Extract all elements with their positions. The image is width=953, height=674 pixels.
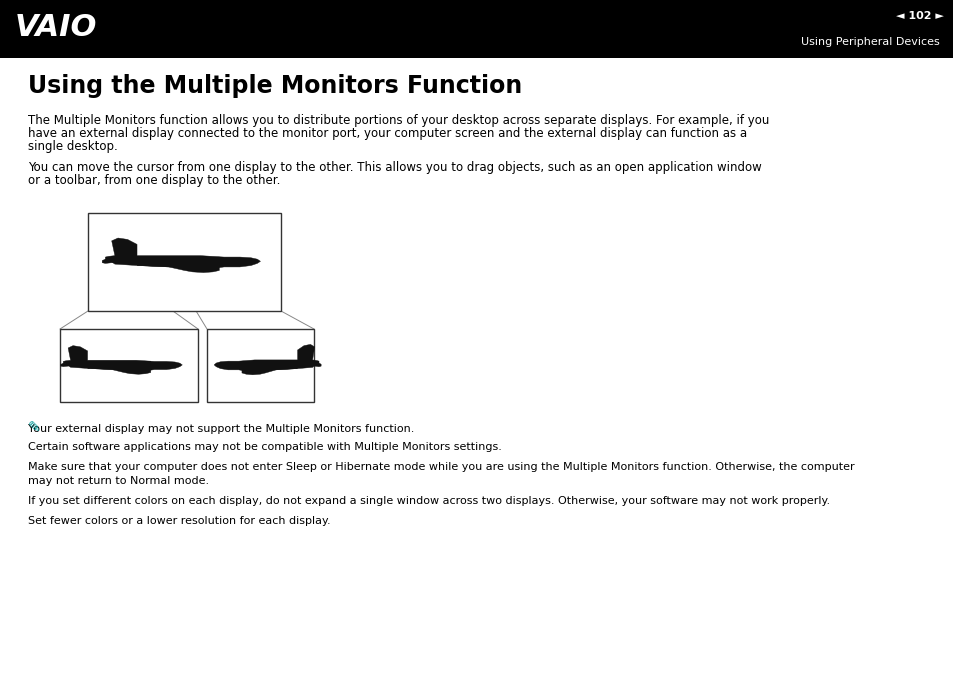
Text: Set fewer colors or a lower resolution for each display.: Set fewer colors or a lower resolution f… [28, 516, 331, 526]
Polygon shape [105, 238, 260, 272]
Polygon shape [242, 361, 297, 371]
Polygon shape [137, 257, 219, 268]
Polygon shape [63, 346, 182, 374]
Text: Your external display may not support the Multiple Monitors function.: Your external display may not support th… [28, 424, 414, 434]
Text: Using Peripheral Devices: Using Peripheral Devices [801, 37, 939, 47]
Text: single desktop.: single desktop. [28, 140, 117, 153]
Text: If you set different colors on each display, do not expand a single window acros: If you set different colors on each disp… [28, 496, 829, 506]
Text: VAIO: VAIO [15, 13, 97, 42]
Text: have an external display connected to the monitor port, your computer screen and: have an external display connected to th… [28, 127, 746, 140]
Polygon shape [88, 361, 151, 370]
Text: You can move the cursor from one display to the other. This allows you to drag o: You can move the cursor from one display… [28, 161, 760, 174]
Polygon shape [61, 363, 73, 367]
Text: Certain software applications may not be compatible with Multiple Monitors setti: Certain software applications may not be… [28, 442, 501, 452]
Polygon shape [213, 344, 318, 375]
Text: may not return to Normal mode.: may not return to Normal mode. [28, 476, 209, 486]
Text: ◄ 102 ►: ◄ 102 ► [895, 11, 943, 21]
Polygon shape [102, 259, 118, 264]
Polygon shape [310, 363, 321, 367]
Text: or a toolbar, from one display to the other.: or a toolbar, from one display to the ot… [28, 174, 280, 187]
Text: Make sure that your computer does not enter Sleep or Hibernate mode while you ar: Make sure that your computer does not en… [28, 462, 854, 472]
Bar [88, 213, 281, 311]
Bar [60, 329, 198, 402]
Text: Using the Multiple Monitors Function: Using the Multiple Monitors Function [28, 74, 521, 98]
Bar [207, 329, 314, 402]
Text: ✎: ✎ [28, 420, 41, 435]
Text: The Multiple Monitors function allows you to distribute portions of your desktop: The Multiple Monitors function allows yo… [28, 114, 768, 127]
